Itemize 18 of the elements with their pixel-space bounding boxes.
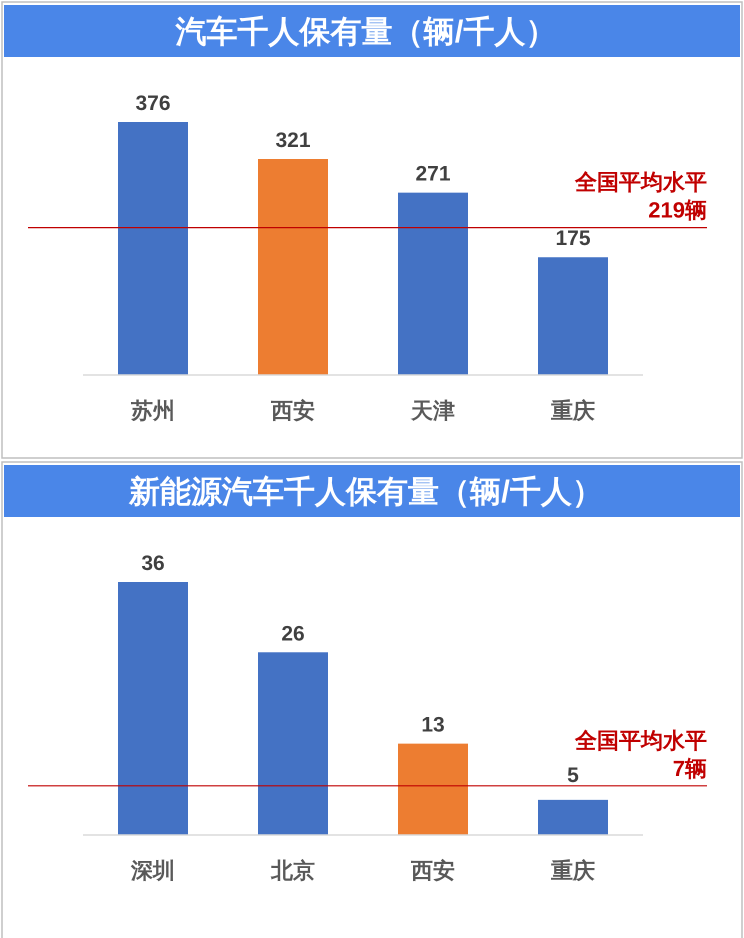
x-tick-label: 苏州	[130, 398, 175, 423]
chart-title: 汽车千人保有量（辆/千人）	[174, 14, 556, 49]
data-label: 321	[275, 129, 311, 152]
x-tick-label: 西安	[270, 398, 315, 423]
data-label: 376	[135, 92, 171, 115]
x-tick-label: 西安	[410, 858, 455, 883]
x-tick-label: 北京	[270, 858, 315, 883]
x-tick-label: 深圳	[130, 858, 175, 883]
data-label: 13	[421, 714, 445, 737]
data-label: 26	[281, 622, 305, 646]
x-tick-label: 天津	[410, 398, 455, 423]
x-tick-label: 重庆	[550, 398, 595, 423]
x-tick-label: 重庆	[550, 858, 595, 883]
data-label: 36	[141, 552, 165, 575]
chart-title: 新能源汽车千人保有量（辆/千人）	[128, 474, 603, 509]
data-label: 175	[555, 227, 591, 250]
data-label: 271	[415, 162, 451, 186]
ref-line-label: 全国平均水平 219辆	[574, 170, 707, 223]
